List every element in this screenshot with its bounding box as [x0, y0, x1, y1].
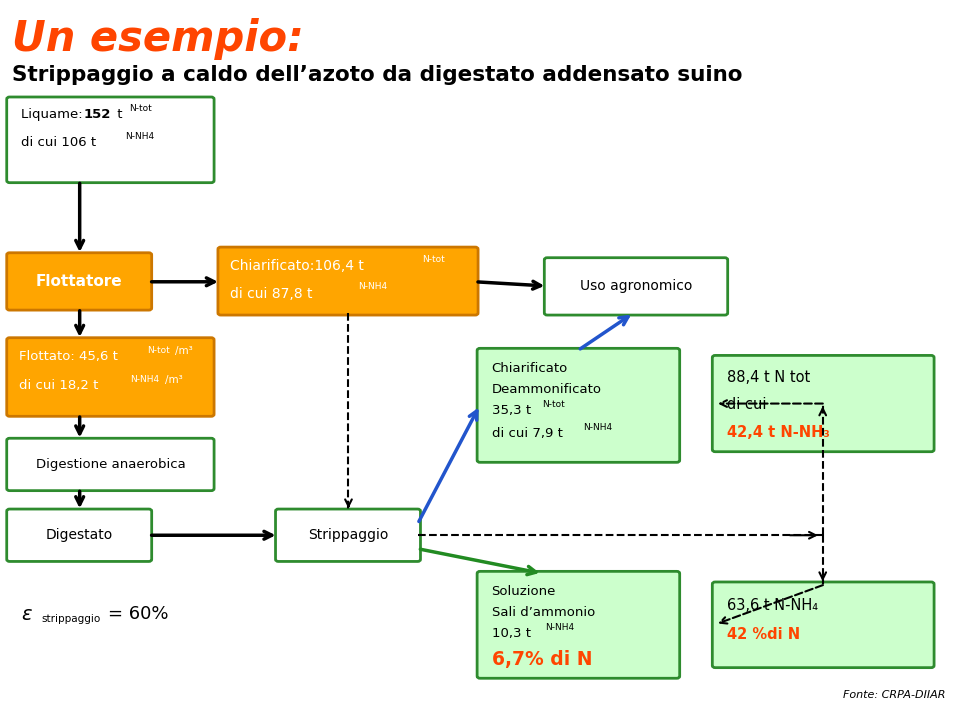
- Text: Flottatore: Flottatore: [36, 274, 123, 289]
- Text: Liquame:: Liquame:: [21, 108, 87, 120]
- Text: t: t: [113, 108, 123, 120]
- FancyBboxPatch shape: [7, 97, 214, 183]
- FancyBboxPatch shape: [7, 438, 214, 491]
- FancyBboxPatch shape: [712, 355, 934, 452]
- Text: Flottato: 45,6 t: Flottato: 45,6 t: [19, 350, 118, 363]
- FancyBboxPatch shape: [544, 258, 728, 315]
- Text: Digestione anaerobica: Digestione anaerobica: [36, 458, 185, 471]
- Text: Uso agronomico: Uso agronomico: [580, 280, 692, 293]
- FancyBboxPatch shape: [218, 247, 478, 315]
- FancyBboxPatch shape: [477, 571, 680, 678]
- Text: Chiarificato:106,4 t: Chiarificato:106,4 t: [230, 259, 364, 273]
- Text: di cui 18,2 t: di cui 18,2 t: [19, 379, 99, 392]
- FancyBboxPatch shape: [7, 338, 214, 416]
- Text: Sali d’ammonio: Sali d’ammonio: [492, 606, 595, 619]
- FancyBboxPatch shape: [7, 509, 152, 561]
- Text: N-NH4: N-NH4: [125, 132, 154, 142]
- Text: Deammonificato: Deammonificato: [492, 383, 602, 396]
- Text: Chiarificato: Chiarificato: [492, 362, 567, 375]
- Text: N-tot: N-tot: [422, 255, 445, 264]
- Text: /m³: /m³: [165, 375, 182, 384]
- Text: 42,4 t N-NH₃: 42,4 t N-NH₃: [727, 425, 829, 440]
- Text: di cui: di cui: [727, 397, 766, 412]
- Text: ε: ε: [21, 605, 32, 624]
- Text: /m³: /m³: [175, 346, 192, 356]
- FancyBboxPatch shape: [712, 582, 934, 668]
- Text: N-NH4: N-NH4: [583, 423, 612, 432]
- Text: di cui 87,8 t: di cui 87,8 t: [230, 287, 313, 301]
- Text: 42 %di N: 42 %di N: [727, 627, 800, 641]
- Text: di cui 7,9 t: di cui 7,9 t: [492, 427, 563, 440]
- FancyBboxPatch shape: [276, 509, 420, 561]
- FancyBboxPatch shape: [7, 253, 152, 310]
- Text: = 60%: = 60%: [108, 605, 168, 623]
- Text: Soluzione: Soluzione: [492, 585, 556, 598]
- Text: N-NH4: N-NH4: [358, 282, 387, 292]
- Text: Strippaggio: Strippaggio: [308, 528, 388, 542]
- Text: N-tot: N-tot: [129, 104, 152, 113]
- Text: 10,3 t: 10,3 t: [492, 627, 531, 640]
- Text: 6,7% di N: 6,7% di N: [492, 650, 592, 669]
- FancyBboxPatch shape: [477, 348, 680, 462]
- Text: Digestato: Digestato: [45, 528, 113, 542]
- Text: N-tot: N-tot: [147, 346, 170, 355]
- Text: N-NH4: N-NH4: [131, 375, 159, 384]
- Text: N-tot: N-tot: [542, 400, 565, 409]
- Text: 88,4 t N tot: 88,4 t N tot: [727, 370, 810, 385]
- Text: 152: 152: [84, 108, 111, 120]
- Text: strippaggio: strippaggio: [41, 614, 101, 624]
- Text: 35,3 t: 35,3 t: [492, 404, 531, 417]
- Text: Strippaggio a caldo dell’azoto da digestato addensato suino: Strippaggio a caldo dell’azoto da digest…: [12, 65, 742, 85]
- Text: Fonte: CRPA-DIIAR: Fonte: CRPA-DIIAR: [843, 690, 946, 700]
- Text: N-NH4: N-NH4: [545, 623, 574, 632]
- Text: Un esempio:: Un esempio:: [12, 18, 303, 59]
- Text: di cui 106 t: di cui 106 t: [21, 136, 96, 149]
- Text: 63,6 t N-NH₄: 63,6 t N-NH₄: [727, 598, 818, 613]
